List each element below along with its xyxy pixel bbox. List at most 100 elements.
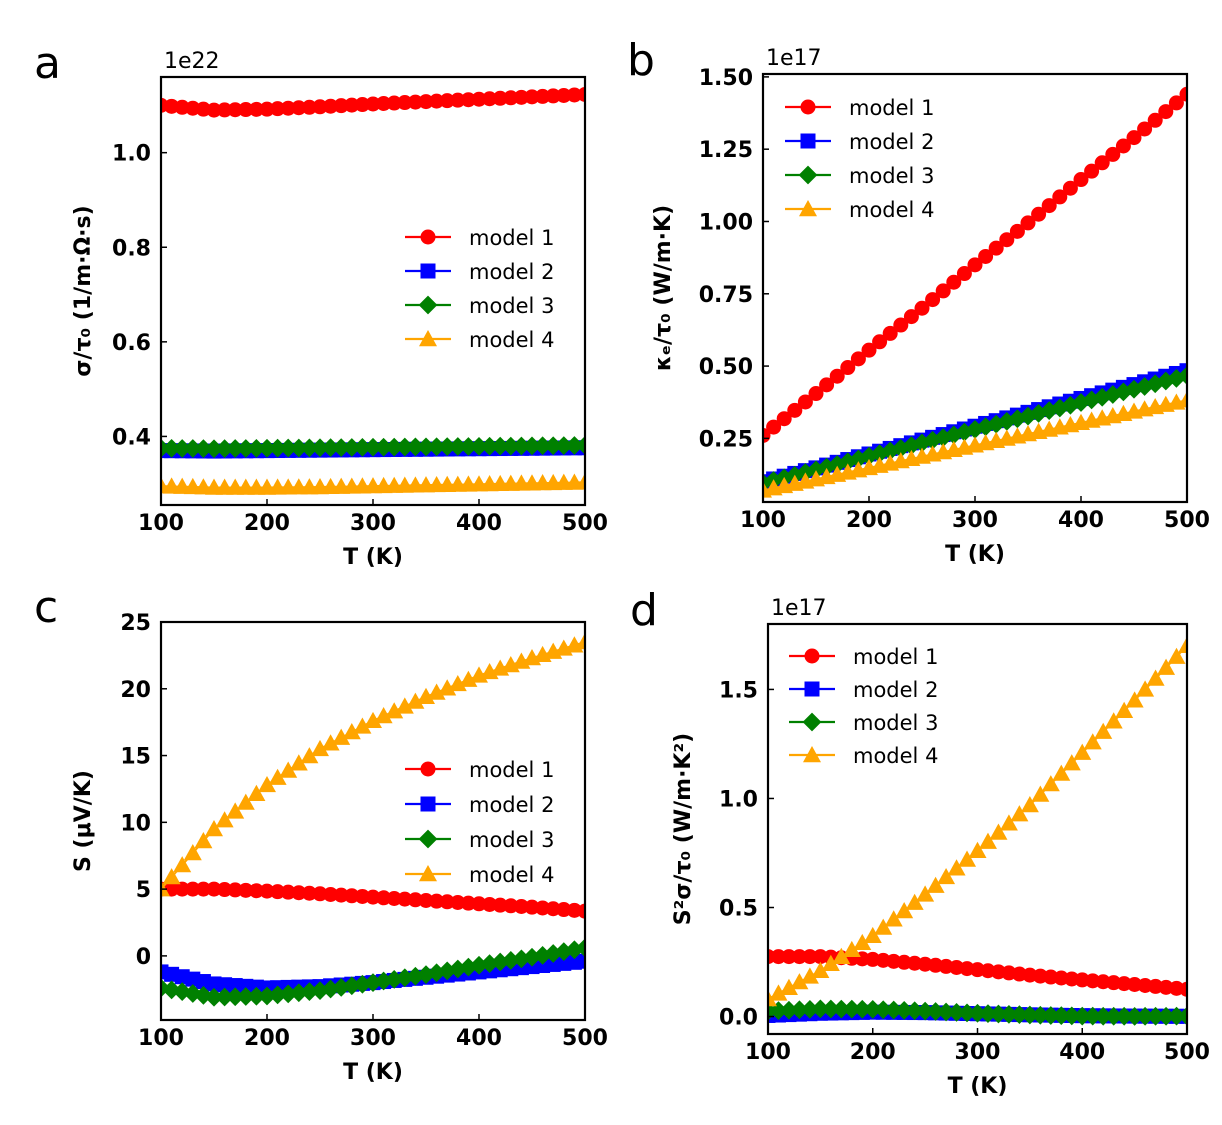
y-axis-label: σ/τ₀ (1/m·Ω·s): [71, 205, 96, 376]
data-point: [482, 896, 498, 912]
y-tick-label: 1.0: [112, 142, 151, 167]
data-point: [291, 100, 307, 116]
data-point: [227, 102, 243, 118]
data-point: [1125, 1006, 1144, 1026]
data-point: [438, 679, 457, 696]
data-point: [873, 1000, 893, 1020]
legend-label: model 4: [469, 328, 554, 352]
data-point: [577, 903, 585, 919]
data-point: [406, 437, 425, 457]
legend-marker: [418, 295, 438, 315]
y-tick-label: 10: [120, 811, 151, 836]
data-point: [968, 841, 987, 859]
data-point: [811, 961, 830, 978]
data-point: [1115, 138, 1131, 154]
data-point: [811, 999, 830, 1019]
data-point: [206, 102, 222, 118]
legend-label: model 4: [469, 863, 554, 887]
series-model-3: [161, 436, 585, 459]
y-tick-label: 0.5: [719, 897, 758, 922]
data-point: [779, 978, 798, 995]
data-point: [395, 697, 414, 714]
data-point: [1167, 1006, 1186, 1026]
data-point: [914, 300, 930, 316]
legend: model 1 model 2 model 3 model 4: [785, 96, 934, 222]
data-point: [790, 973, 809, 990]
y-tick-label: 0.75: [699, 283, 753, 308]
data-point: [958, 850, 977, 867]
data-point: [1041, 198, 1057, 214]
y-tick-label: 15: [120, 745, 151, 770]
data-point: [427, 437, 446, 457]
data-point: [257, 986, 277, 1006]
legend-label: model 2: [469, 260, 554, 284]
data-point: [840, 360, 856, 376]
panel-d: d 1e17 100 200 300 400 500 0.0 0.5 1.0 1.5 T (K) S²σ…: [630, 585, 1210, 1099]
data-point: [174, 881, 190, 897]
data-point: [503, 90, 519, 106]
y-axis-label: κₑ/τ₀ (W/m·K): [651, 205, 676, 371]
data-point: [323, 98, 339, 114]
data-point: [471, 896, 487, 912]
legend-label: model 4: [853, 744, 938, 768]
data-point: [321, 734, 340, 751]
x-tick-label: 100: [745, 1040, 791, 1065]
legend-marker: [800, 133, 816, 149]
data-point: [1062, 1006, 1082, 1026]
data-point: [353, 717, 372, 734]
data-point: [236, 793, 255, 810]
data-point: [439, 93, 455, 109]
data-point: [268, 985, 287, 1005]
x-tick-label: 200: [846, 508, 892, 533]
data-point: [978, 1004, 998, 1024]
data-point: [874, 918, 893, 935]
legend-label: model 1: [469, 226, 554, 250]
data-point: [513, 898, 529, 914]
data-point: [289, 438, 309, 458]
data-point: [1137, 121, 1153, 137]
data-point: [936, 1002, 956, 1022]
data-point: [999, 232, 1015, 248]
data-point: [1104, 712, 1123, 729]
data-point: [386, 95, 402, 111]
data-point: [1146, 1006, 1165, 1026]
x-tick-label: 400: [1058, 508, 1104, 533]
data-point: [577, 87, 585, 102]
data-point: [238, 102, 254, 118]
data-point: [183, 844, 202, 861]
data-point: [215, 811, 234, 828]
data-point: [884, 910, 903, 927]
data-point: [999, 1004, 1019, 1024]
data-point: [259, 883, 275, 899]
y-offset-label: 1e22: [164, 49, 220, 74]
data-point: [429, 93, 445, 109]
y-tick-label: 20: [120, 678, 151, 703]
data-point: [1062, 754, 1081, 771]
data-point: [205, 820, 223, 837]
data-point: [512, 436, 531, 456]
data-point: [333, 887, 349, 903]
data-point: [459, 670, 478, 687]
data-point: [1114, 1006, 1134, 1026]
data-point: [766, 419, 782, 435]
data-point: [417, 687, 435, 704]
x-tick-label: 300: [350, 1026, 396, 1051]
data-point: [790, 1000, 809, 1020]
legend-marker: [802, 712, 822, 732]
data-point: [565, 436, 584, 455]
data-point: [501, 436, 521, 456]
data-point: [1083, 733, 1102, 750]
x-tick-label: 400: [456, 511, 502, 536]
data-point: [1147, 112, 1163, 128]
series-model-4: [161, 633, 585, 897]
panel-letter: c: [34, 582, 58, 633]
data-point: [300, 747, 319, 764]
data-point: [1178, 636, 1187, 654]
data-point: [183, 439, 203, 458]
data-point: [354, 97, 370, 113]
data-point: [172, 439, 192, 458]
legend-label: model 3: [849, 164, 934, 188]
data-point: [861, 342, 877, 358]
data-point: [988, 240, 1004, 256]
data-point: [1010, 1005, 1029, 1025]
